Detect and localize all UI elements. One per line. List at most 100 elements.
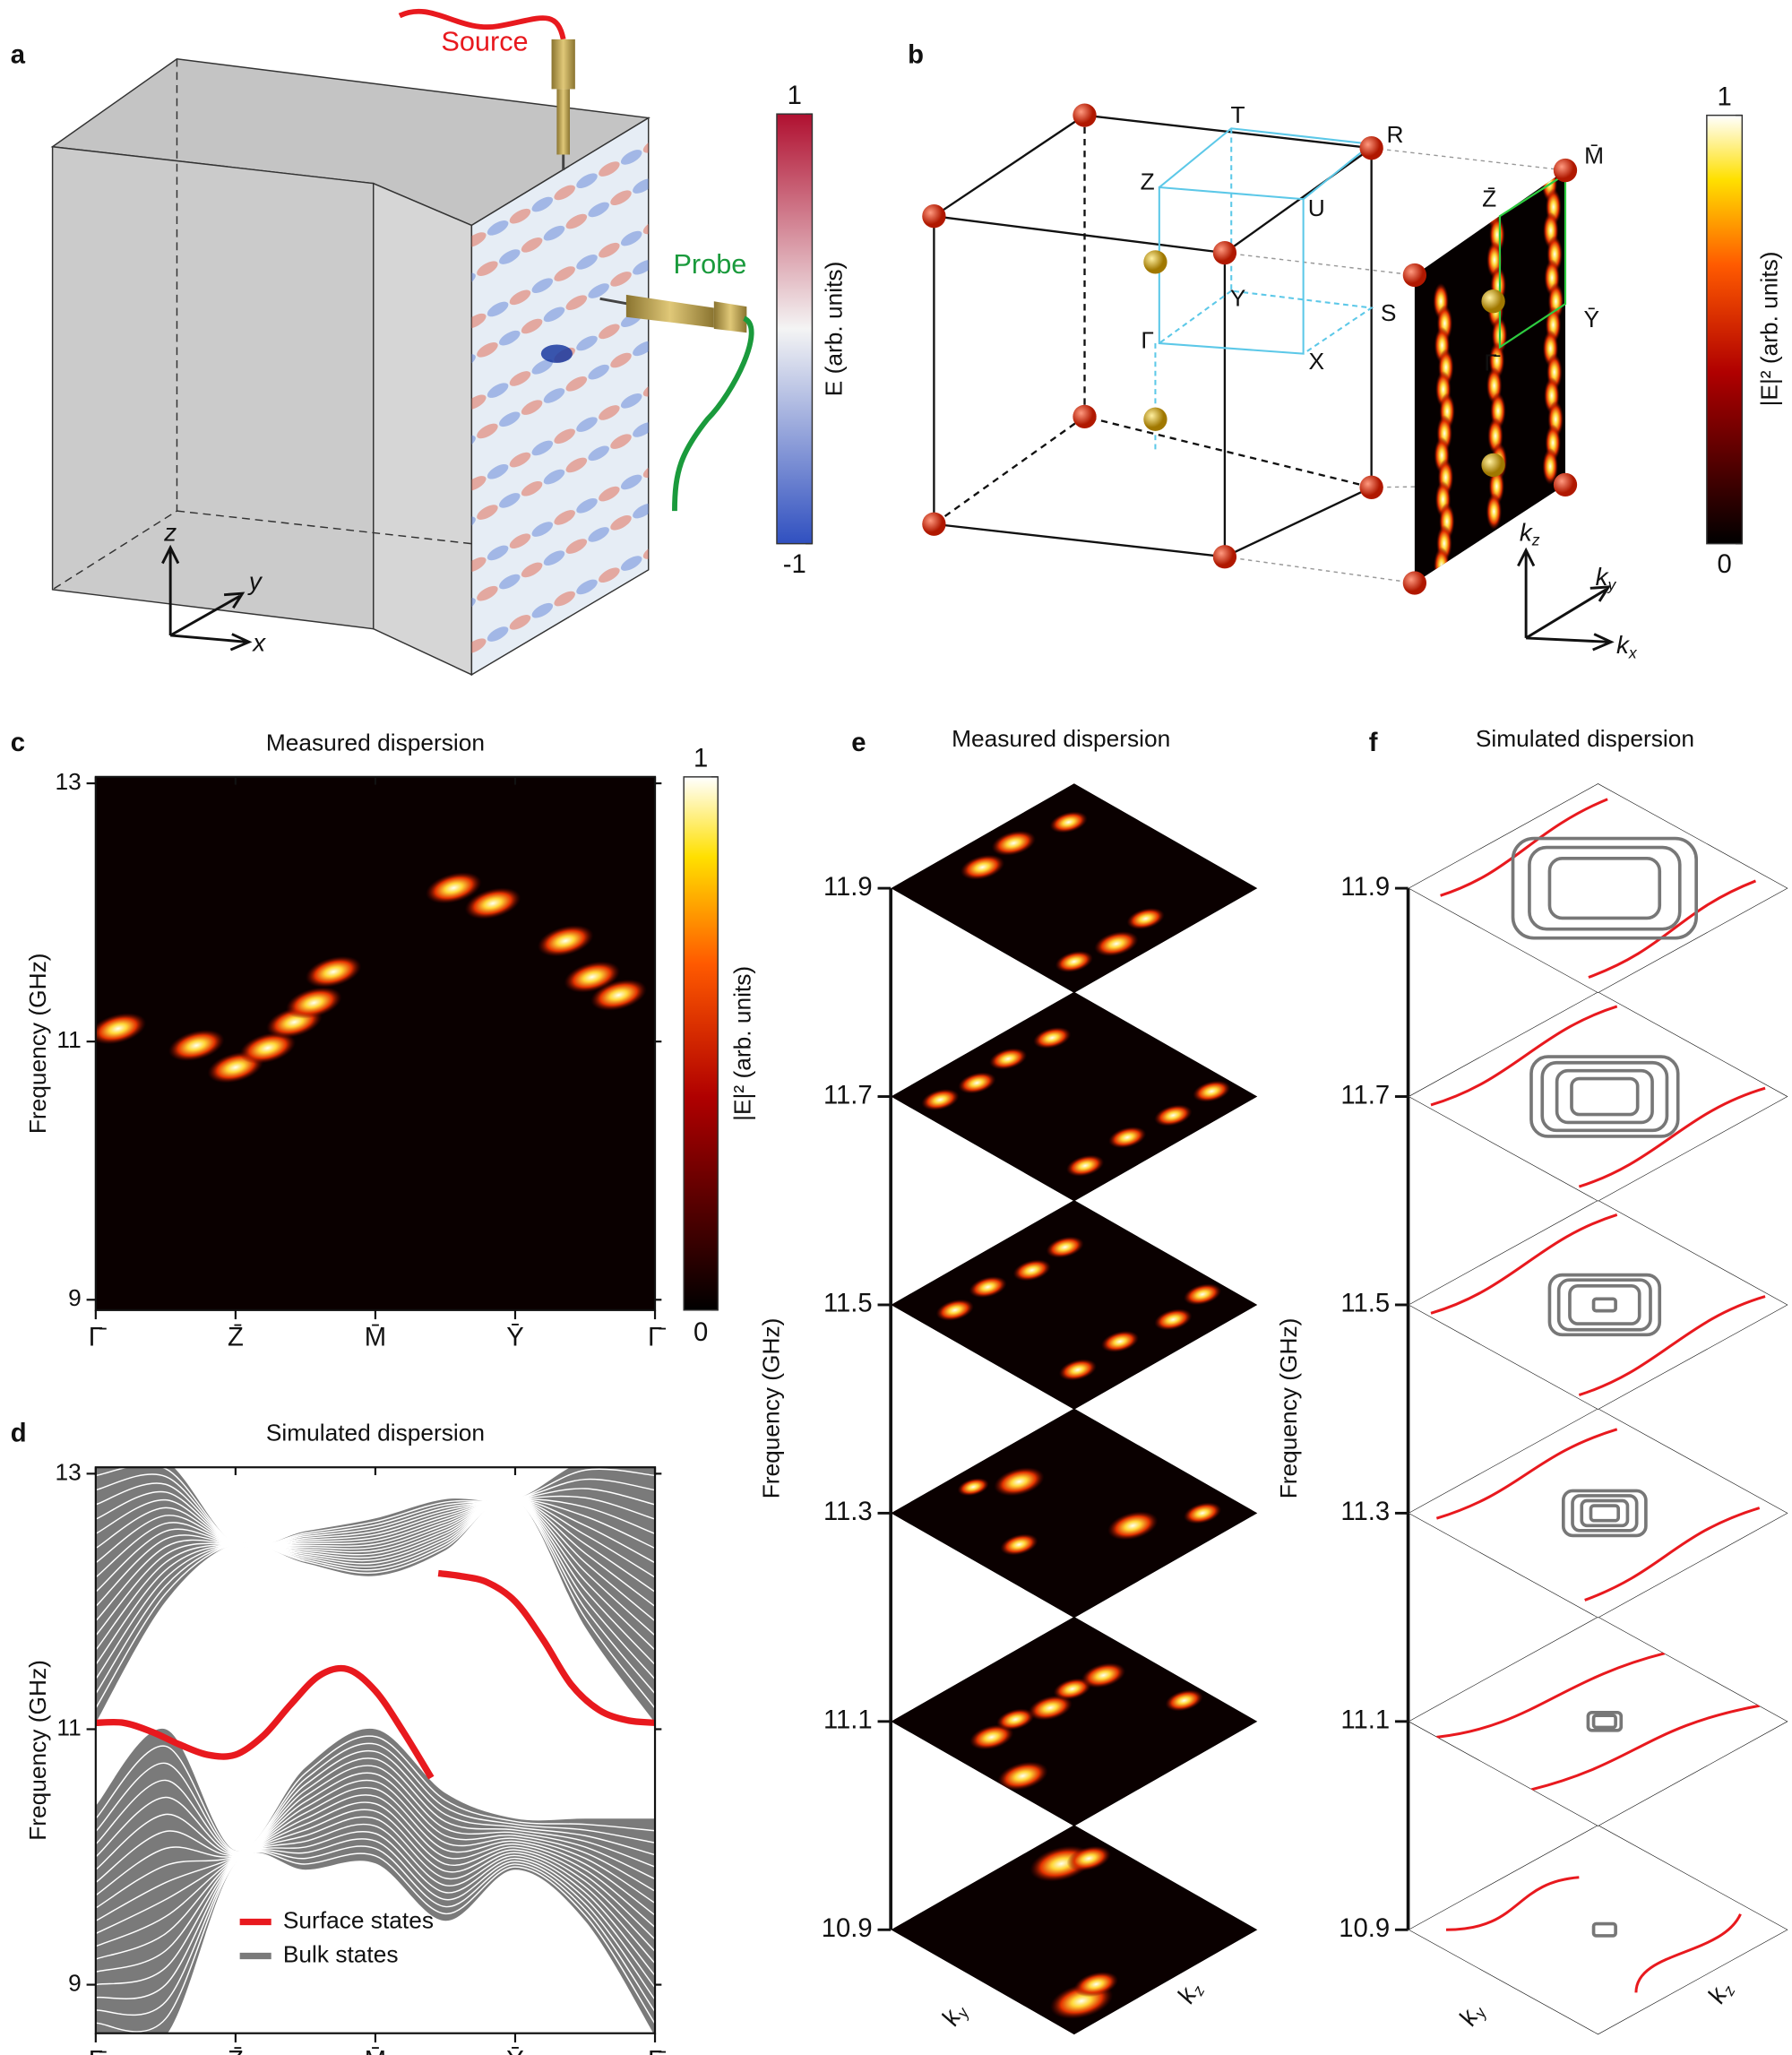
field-blob (471, 394, 487, 410)
axis-label-sub: z (1531, 531, 1540, 548)
panel-label: a (11, 41, 26, 70)
field-blob (599, 324, 620, 340)
field-blob (576, 255, 598, 270)
axis-label: z (163, 519, 177, 547)
field-blob (1126, 907, 1165, 930)
field-blob (531, 522, 554, 537)
surface-contour (1531, 1685, 1759, 1810)
lattice-points (922, 103, 1578, 595)
field-blob (521, 480, 543, 496)
bulk-gap (95, 1779, 656, 1904)
field-blob (576, 335, 598, 351)
y-axis-label: Frequency (GHz) (758, 1318, 785, 1499)
box-face (51, 145, 375, 630)
field-blob (509, 615, 531, 630)
axis-glyph (1517, 547, 1615, 652)
y-axis-label: Frequency (GHz) (24, 1660, 51, 1841)
bulk-contour (1529, 1055, 1680, 1138)
field-blob (531, 440, 554, 456)
bulk-gap (95, 1851, 656, 2033)
bulk-gap (95, 1772, 656, 1892)
bulk-gap (95, 1757, 656, 1868)
point-label: S (1381, 299, 1397, 326)
field-blob (499, 493, 521, 508)
bulk-gap (95, 1482, 656, 1548)
field-blob (521, 318, 543, 334)
field-blob (1066, 1845, 1111, 1871)
slice (891, 1200, 1258, 1410)
bulk-gap (95, 1498, 656, 1593)
field-blob (610, 514, 632, 531)
field-blob (991, 830, 1036, 856)
field-blob (471, 476, 487, 491)
y-tick-label: 9 (68, 1284, 82, 1311)
field-blob (565, 295, 588, 310)
field-blob (620, 150, 642, 165)
bulk-contour (1570, 1076, 1640, 1117)
charts: 9 11 13 Γ̄ Z̄ M̄ Ȳ Γ̄ c Measured dispersion Frequ… (11, 725, 1788, 2055)
bulk-gap (95, 1498, 656, 1548)
field-blob (957, 1478, 989, 1497)
field-blob (531, 359, 554, 375)
field-blob (477, 342, 498, 358)
slice (891, 783, 1258, 994)
field-blob (565, 539, 588, 554)
bulk-gap (95, 1765, 656, 1880)
colorbar-ticks: 01 (1717, 82, 1743, 579)
field-blob (565, 376, 588, 392)
field-blob (1108, 1127, 1147, 1149)
y-tick-label: 10.9 (822, 1914, 873, 1943)
field-blob (642, 381, 649, 397)
field-blob (1028, 1695, 1073, 1721)
surface-contour (1617, 1914, 1760, 1993)
surface-contour (1436, 1424, 1616, 1524)
field-blob (1486, 493, 1503, 531)
y-tick-label: 10.9 (1339, 1914, 1390, 1943)
field-blob (543, 225, 565, 241)
y-tick-label: 11.3 (1340, 1498, 1390, 1526)
axis-label: ky (1453, 1998, 1490, 2032)
x-tick-label: Z̄ (228, 2047, 244, 2055)
field-blob (1100, 1330, 1140, 1352)
field-blob (477, 505, 498, 520)
slice-overlay (1511, 836, 1698, 940)
field-blob (620, 393, 642, 409)
bulk-gap (95, 1838, 656, 2000)
slice-overlay (1561, 1489, 1648, 1538)
field-blob (477, 261, 498, 276)
axis-label: kz (1702, 1976, 1739, 2009)
field-blob (509, 289, 531, 306)
x-tick-label: M̄ (365, 1324, 386, 1352)
bulk-contour (1556, 1278, 1652, 1332)
surface-point-label: M̄ (1584, 142, 1604, 168)
field-blob (1193, 1080, 1231, 1102)
field-blob (471, 313, 487, 329)
field-blob (543, 469, 565, 485)
surface-contour (1446, 1867, 1579, 1940)
field-blob (1183, 1502, 1222, 1524)
field-blob (521, 237, 543, 253)
y-tick-label: 11.5 (1340, 1290, 1390, 1318)
chart-title: Measured dispersion (266, 729, 485, 756)
field-blob (620, 556, 642, 571)
field-blob (509, 208, 531, 224)
source-antenna (556, 89, 571, 155)
bulk-gap (95, 1497, 656, 1665)
bulk-contour (1568, 1284, 1641, 1325)
y-tick-label: 13 (55, 1458, 81, 1485)
field-blob (1046, 1236, 1084, 1258)
field-blob (543, 550, 565, 566)
field-blob (554, 266, 575, 281)
field-blob (1165, 1689, 1203, 1712)
panel-label: c (11, 729, 25, 757)
field-blob (499, 249, 521, 264)
x-tick-label: Γ̄ (648, 1324, 666, 1352)
axis-label: x (251, 629, 266, 657)
field-blob (633, 259, 649, 275)
surface-contour (1581, 1504, 1759, 1602)
field-blob (642, 544, 649, 559)
bright-spot (464, 887, 521, 920)
field-blob (1073, 1971, 1119, 1998)
field-blob (935, 1299, 974, 1321)
field-blob (969, 1276, 1007, 1299)
